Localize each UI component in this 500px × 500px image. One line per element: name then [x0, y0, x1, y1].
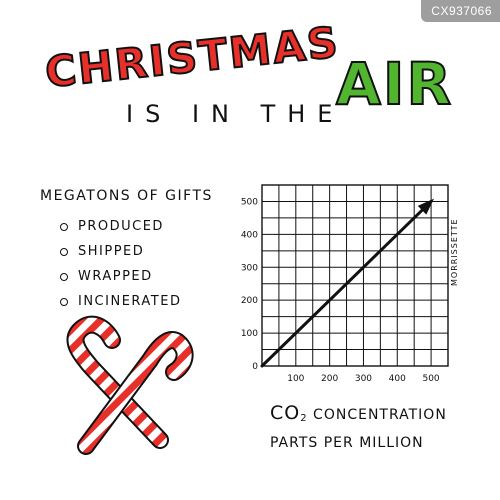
x-tick-label: 100: [287, 374, 304, 384]
y-tick-label: 0: [252, 362, 258, 372]
y-tick-label: 500: [241, 197, 258, 207]
bullet-circle-icon: [60, 247, 68, 256]
x-tick-label: 300: [355, 374, 372, 384]
y-tick-label: 300: [241, 263, 258, 273]
image-id-badge: CX937066: [421, 0, 500, 22]
bullet-circle-icon: [60, 222, 68, 231]
gifts-list: PRODUCED SHIPPED WRAPPED INCINERATED: [60, 214, 181, 314]
arrow-head-icon: [417, 198, 434, 215]
gifts-heading: MEGATONS OF GIFTS: [40, 188, 213, 204]
title-air: AIR: [335, 49, 454, 119]
artist-signature: MORRISSETTE: [450, 218, 459, 286]
chart-ticks: 100 200 300 400 500 100 200 300 400 500 0: [241, 197, 440, 384]
chart-frame: [261, 184, 449, 367]
list-item: INCINERATED: [60, 289, 181, 314]
y-tick-label: 200: [241, 296, 258, 306]
bullet-circle-icon: [60, 297, 68, 306]
trend-line: [260, 199, 433, 368]
x-axis-label: CO2 CONCENTRATION PARTS PER MILLION: [270, 402, 447, 451]
y-tick-label: 400: [241, 230, 258, 240]
x-tick-label: 500: [422, 374, 439, 384]
bullet-circle-icon: [60, 272, 68, 281]
chart-grid: [261, 184, 449, 367]
x-tick-label: 400: [389, 374, 406, 384]
list-item: PRODUCED: [60, 214, 181, 239]
chart-series: [260, 198, 434, 368]
title-is-in-the: IS IN THE: [126, 100, 345, 128]
y-tick-label: 100: [241, 329, 258, 339]
list-item: SHIPPED: [60, 239, 181, 264]
list-item: WRAPPED: [60, 264, 181, 289]
x-tick-label: 200: [321, 374, 338, 384]
